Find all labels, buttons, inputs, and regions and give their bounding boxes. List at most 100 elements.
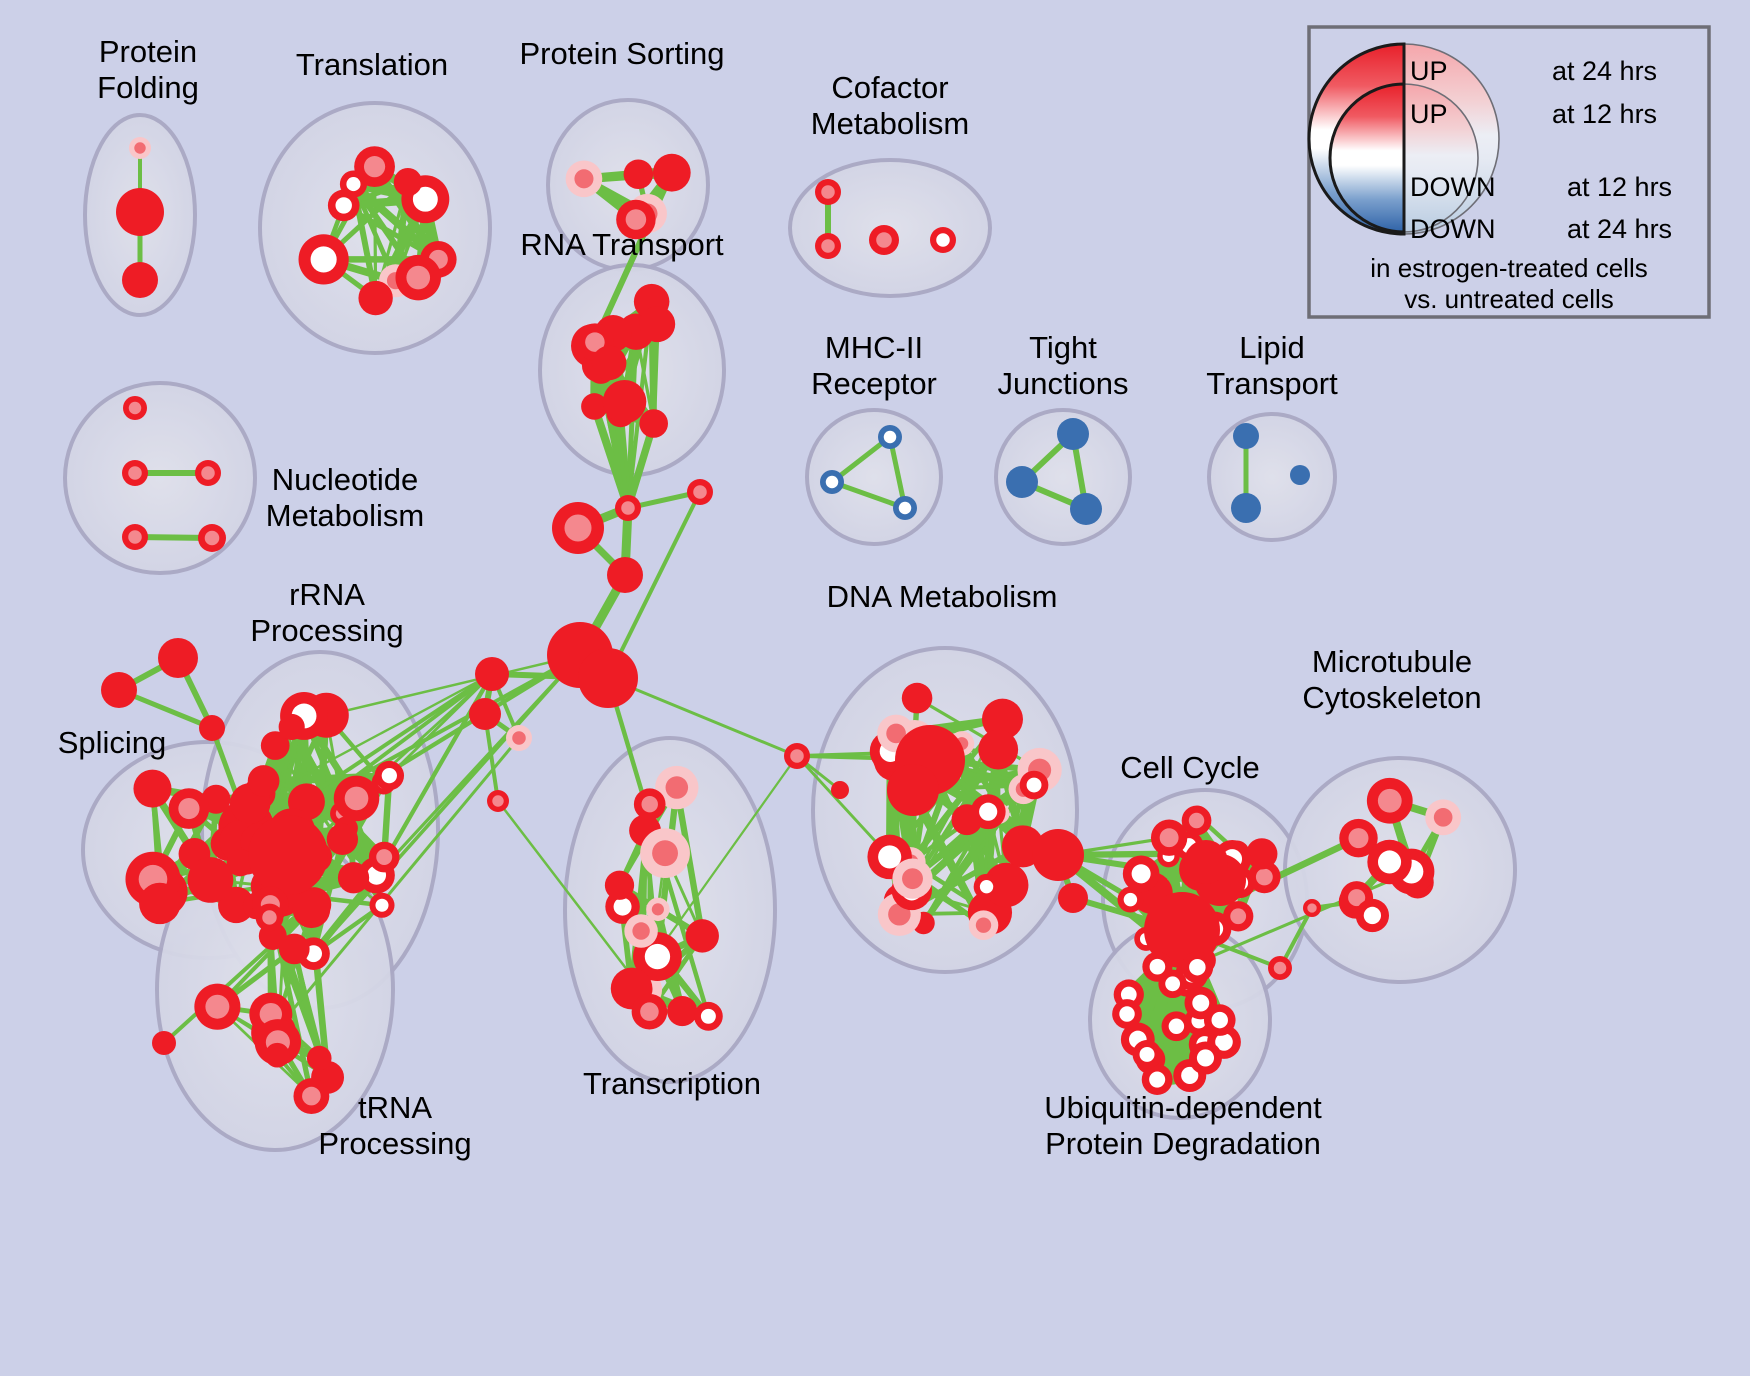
network-node[interactable]	[278, 713, 305, 740]
network-node[interactable]	[878, 425, 902, 449]
network-node[interactable]	[639, 409, 668, 438]
network-node[interactable]	[152, 1031, 176, 1055]
network-node[interactable]	[255, 903, 284, 932]
network-node[interactable]	[139, 882, 181, 925]
network-node[interactable]	[581, 393, 608, 420]
network-node[interactable]	[893, 496, 917, 520]
network-node[interactable]	[1367, 839, 1412, 885]
network-node[interactable]	[354, 146, 395, 188]
network-node[interactable]	[639, 306, 676, 343]
network-node[interactable]	[187, 857, 234, 903]
network-node[interactable]	[133, 769, 172, 808]
network-node[interactable]	[368, 841, 400, 873]
network-node[interactable]	[1117, 886, 1144, 913]
network-node[interactable]	[1141, 1064, 1173, 1095]
network-node[interactable]	[129, 137, 151, 159]
network-node[interactable]	[1112, 999, 1142, 1029]
network-node[interactable]	[1339, 818, 1378, 858]
network-node[interactable]	[487, 790, 509, 812]
network-node[interactable]	[887, 764, 939, 816]
network-node[interactable]	[1058, 883, 1088, 913]
network-node[interactable]	[116, 188, 164, 236]
network-node[interactable]	[968, 910, 999, 940]
network-node[interactable]	[260, 731, 290, 760]
network-node[interactable]	[1161, 1011, 1192, 1042]
network-node[interactable]	[591, 345, 627, 381]
network-node[interactable]	[226, 849, 254, 877]
network-node[interactable]	[506, 725, 532, 751]
network-node[interactable]	[293, 1078, 330, 1115]
network-node[interactable]	[687, 479, 713, 505]
network-node[interactable]	[646, 897, 670, 922]
network-node[interactable]	[198, 524, 226, 552]
network-node[interactable]	[652, 153, 691, 192]
network-node[interactable]	[667, 995, 698, 1027]
network-node[interactable]	[693, 1001, 723, 1031]
network-node[interactable]	[981, 698, 1023, 740]
network-node[interactable]	[248, 815, 328, 895]
network-node[interactable]	[1122, 855, 1160, 893]
network-node[interactable]	[624, 914, 658, 948]
network-node[interactable]	[122, 262, 158, 298]
network-node[interactable]	[1366, 777, 1413, 824]
network-node[interactable]	[604, 870, 635, 900]
network-node[interactable]	[970, 794, 1006, 830]
network-node[interactable]	[973, 873, 1000, 900]
network-node[interactable]	[616, 199, 656, 240]
network-node[interactable]	[1150, 819, 1188, 856]
network-node[interactable]	[194, 983, 241, 1030]
network-node[interactable]	[633, 788, 666, 821]
network-node[interactable]	[820, 470, 844, 494]
network-node[interactable]	[122, 524, 148, 550]
network-node[interactable]	[607, 557, 643, 593]
network-node[interactable]	[1057, 418, 1089, 450]
network-node[interactable]	[199, 715, 225, 741]
network-node[interactable]	[101, 672, 137, 708]
network-node[interactable]	[892, 858, 933, 899]
network-node[interactable]	[602, 379, 647, 424]
network-node[interactable]	[685, 919, 719, 953]
network-node[interactable]	[1425, 799, 1462, 836]
network-node[interactable]	[978, 729, 1019, 770]
network-node[interactable]	[1231, 493, 1261, 523]
network-node[interactable]	[930, 227, 956, 253]
network-node[interactable]	[1355, 898, 1390, 933]
network-node[interactable]	[1070, 493, 1102, 525]
network-node[interactable]	[869, 225, 899, 255]
network-node[interactable]	[369, 892, 395, 918]
network-node[interactable]	[784, 743, 810, 769]
network-node[interactable]	[1188, 1041, 1222, 1075]
network-node[interactable]	[1268, 956, 1292, 980]
network-node[interactable]	[475, 657, 509, 691]
network-node[interactable]	[1019, 770, 1049, 800]
network-node[interactable]	[218, 886, 255, 924]
network-node[interactable]	[655, 765, 699, 810]
network-node[interactable]	[1032, 829, 1084, 881]
network-node[interactable]	[327, 189, 360, 222]
network-node[interactable]	[1233, 423, 1259, 449]
network-node[interactable]	[1144, 892, 1220, 968]
network-node[interactable]	[578, 648, 638, 708]
network-node[interactable]	[1248, 860, 1281, 894]
network-node[interactable]	[374, 760, 405, 791]
network-node[interactable]	[640, 828, 690, 879]
network-node[interactable]	[469, 698, 501, 730]
network-node[interactable]	[615, 495, 641, 521]
network-node[interactable]	[393, 167, 422, 197]
network-node[interactable]	[815, 179, 841, 205]
network-node[interactable]	[1303, 899, 1321, 917]
network-node[interactable]	[168, 788, 210, 829]
network-node[interactable]	[292, 890, 331, 929]
network-node[interactable]	[333, 775, 380, 822]
network-node[interactable]	[1158, 969, 1187, 999]
network-node[interactable]	[122, 460, 148, 486]
network-node[interactable]	[1181, 951, 1214, 984]
network-node[interactable]	[1132, 1040, 1162, 1069]
network-node[interactable]	[565, 160, 603, 198]
network-node[interactable]	[623, 159, 654, 190]
network-node[interactable]	[337, 862, 370, 894]
network-node[interactable]	[815, 233, 841, 259]
network-node[interactable]	[631, 993, 668, 1030]
network-node[interactable]	[1246, 838, 1278, 870]
network-node[interactable]	[158, 638, 198, 678]
